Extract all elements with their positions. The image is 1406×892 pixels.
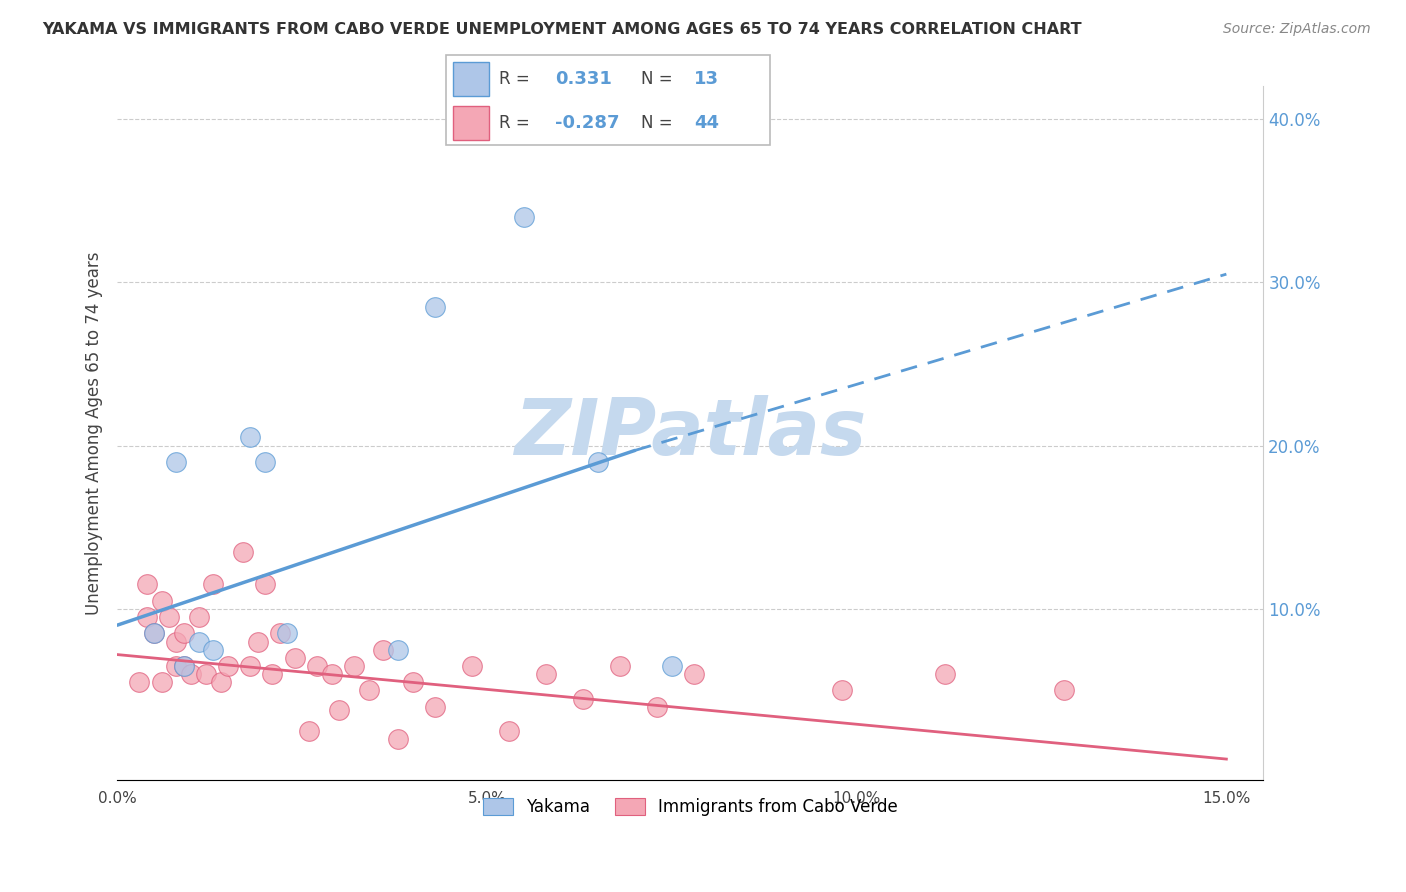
Point [143, 626, 166, 640]
Point [202, 642, 225, 657]
Point [165, 455, 187, 469]
Point [157, 610, 180, 624]
FancyBboxPatch shape [453, 106, 489, 140]
Point [586, 455, 609, 469]
Text: R =: R = [499, 70, 530, 87]
Point [165, 634, 187, 648]
Point [402, 675, 425, 690]
Text: 0.331: 0.331 [555, 70, 612, 87]
Point [373, 642, 395, 657]
Point [239, 430, 262, 444]
Point [298, 724, 321, 739]
Point [321, 667, 343, 681]
Point [217, 659, 239, 673]
Point [534, 667, 557, 681]
Point [194, 667, 217, 681]
Text: YAKAMA VS IMMIGRANTS FROM CABO VERDE UNEMPLOYMENT AMONG AGES 65 TO 74 YEARS CORR: YAKAMA VS IMMIGRANTS FROM CABO VERDE UNE… [42, 22, 1081, 37]
Point [387, 642, 409, 657]
Text: R =: R = [499, 114, 530, 132]
Y-axis label: Unemployment Among Ages 65 to 74 years: Unemployment Among Ages 65 to 74 years [86, 252, 103, 615]
Point [423, 300, 446, 314]
Point [572, 691, 595, 706]
Point [150, 593, 173, 607]
Point [683, 667, 706, 681]
Text: 13: 13 [695, 70, 718, 87]
Point [254, 455, 277, 469]
Point [269, 626, 291, 640]
Point [135, 610, 157, 624]
Point [180, 667, 202, 681]
Point [246, 634, 269, 648]
Point [661, 659, 683, 673]
Text: ZIPatlas: ZIPatlas [515, 395, 866, 471]
Point [173, 659, 195, 673]
Point [202, 577, 225, 591]
Point [276, 626, 298, 640]
Point [305, 659, 328, 673]
Legend: Yakama, Immigrants from Cabo Verde: Yakama, Immigrants from Cabo Verde [474, 789, 907, 824]
Point [262, 667, 284, 681]
Point [209, 675, 232, 690]
Point [165, 659, 187, 673]
Point [173, 659, 195, 673]
Point [232, 545, 254, 559]
Point [609, 659, 631, 673]
Point [645, 699, 668, 714]
Point [128, 675, 150, 690]
Text: N =: N = [641, 70, 672, 87]
Point [1053, 683, 1076, 698]
Point [143, 626, 166, 640]
Text: N =: N = [641, 114, 672, 132]
Point [284, 650, 307, 665]
Text: 44: 44 [695, 114, 718, 132]
Point [934, 667, 956, 681]
Point [187, 610, 209, 624]
Point [498, 724, 520, 739]
Point [254, 577, 277, 591]
FancyBboxPatch shape [453, 62, 489, 95]
Point [135, 577, 157, 591]
Point [239, 659, 262, 673]
Point [357, 683, 380, 698]
Text: Source: ZipAtlas.com: Source: ZipAtlas.com [1223, 22, 1371, 37]
Point [513, 210, 536, 224]
Point [150, 675, 173, 690]
Point [387, 732, 409, 747]
Text: -0.287: -0.287 [555, 114, 620, 132]
Point [343, 659, 366, 673]
Point [328, 703, 350, 717]
Point [187, 634, 209, 648]
FancyBboxPatch shape [446, 55, 770, 145]
Point [831, 683, 853, 698]
Point [461, 659, 484, 673]
Point [173, 626, 195, 640]
Point [423, 699, 446, 714]
